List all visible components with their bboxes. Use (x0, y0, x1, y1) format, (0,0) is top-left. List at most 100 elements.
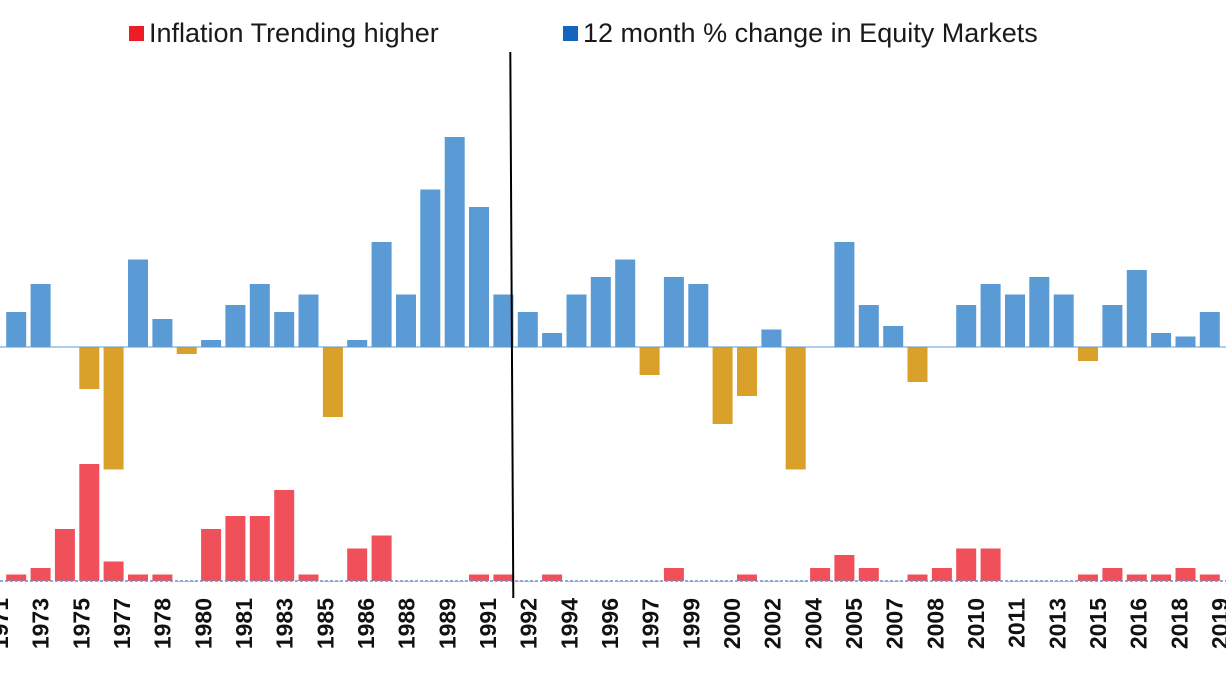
inflation-bar (249, 516, 270, 581)
equity-bar (566, 294, 587, 347)
inflation-bar (810, 568, 831, 581)
equity-bar (249, 284, 270, 347)
inflation-bar (1151, 574, 1172, 581)
inflation-bars-group (6, 464, 1220, 582)
equity-bar (225, 305, 246, 347)
equity-bar (737, 347, 757, 396)
x-tick-label: 1999 (678, 598, 704, 649)
equity-bar (1005, 294, 1025, 347)
inflation-bar (79, 464, 100, 581)
inflation-bar (639, 581, 660, 582)
inflation-bar (225, 516, 246, 581)
inflation-bar (883, 581, 904, 582)
legend-swatch-inflation (129, 26, 144, 41)
x-tick-label: 2011 (1004, 598, 1030, 648)
x-tick-label: 1977 (109, 598, 135, 649)
inflation-bar (737, 574, 757, 581)
inflation-bar (493, 574, 514, 581)
inflation-bar (980, 548, 1001, 581)
inflation-bar (956, 548, 977, 581)
equity-bar (396, 294, 416, 347)
equity-bar (907, 347, 928, 382)
period-divider-line (509, 51, 515, 599)
equity-bar (1199, 312, 1220, 347)
equity-bar (761, 329, 782, 347)
x-tick-label: 2019 (1207, 598, 1226, 649)
x-tick-label: 2008 (922, 598, 948, 649)
x-tick-label: 1991 (475, 598, 501, 649)
x-tick-label: 1973 (28, 598, 54, 649)
x-tick-label: 1992 (516, 598, 542, 649)
equity-bar (517, 312, 538, 347)
legend-item-inflation: Inflation Trending higher (129, 18, 439, 49)
equity-bar (858, 305, 879, 347)
equity-bar (469, 207, 489, 347)
inflation-bar (1175, 568, 1196, 581)
equity-bar (128, 259, 148, 347)
inflation-bar (1078, 574, 1098, 581)
equity-bar (1053, 294, 1074, 347)
inflation-bar (1102, 568, 1123, 581)
equity-bar (347, 340, 368, 347)
x-tick-label: 2005 (841, 598, 867, 649)
x-tick-label: 2007 (882, 598, 908, 649)
equity-bar (1151, 333, 1172, 347)
equity-bar (371, 242, 392, 347)
x-tick-label: 1994 (556, 598, 582, 649)
x-tick-label: 2004 (800, 598, 826, 649)
equity-bar (1102, 305, 1123, 347)
inflation-bar (30, 568, 51, 581)
inflation-bar (103, 561, 124, 581)
inflation-bar (688, 581, 709, 582)
inflation-bar (1029, 581, 1050, 582)
x-tick-label: 1996 (597, 598, 623, 649)
x-tick-label: 1989 (434, 598, 460, 649)
x-tick-label: 1986 (353, 598, 379, 649)
inflation-bar (907, 574, 928, 581)
equity-bar (663, 277, 684, 347)
equity-bar (420, 189, 441, 347)
inflation-bar (931, 568, 952, 581)
equity-bar (274, 312, 295, 347)
inflation-bar (444, 581, 465, 582)
inflation-bar (542, 574, 563, 581)
equity-bar (834, 242, 855, 347)
equity-bar (590, 277, 611, 347)
equity-bar (152, 319, 173, 347)
equity-bar (1078, 347, 1098, 361)
equity-bar (542, 333, 563, 347)
inflation-bar (469, 574, 489, 581)
equity-bar (322, 347, 343, 417)
equity-bar (298, 294, 319, 347)
x-tick-label: 1988 (394, 598, 420, 649)
equity-bar (883, 326, 904, 347)
x-tick-label: 1975 (68, 598, 94, 649)
equity-bar (1029, 277, 1050, 347)
inflation-bar (6, 574, 27, 581)
equity-bar (980, 284, 1001, 347)
inflation-bar (1199, 574, 1220, 581)
inflation-bar (1053, 581, 1074, 582)
x-tick-label: 1997 (638, 598, 664, 649)
x-tick-label: 1978 (150, 598, 176, 649)
equity-bar (1126, 270, 1147, 347)
equity-bar (444, 137, 465, 347)
x-tick-label: 2013 (1044, 598, 1070, 649)
x-tick-label: 2016 (1126, 598, 1152, 649)
equity-bar (785, 347, 806, 470)
x-tick-label: 1985 (312, 598, 338, 649)
x-tick-label: 1983 (272, 598, 298, 649)
legend-label-inflation: Inflation Trending higher (149, 18, 439, 48)
equity-bar (639, 347, 660, 375)
equity-bar (615, 259, 636, 347)
inflation-bar (347, 548, 368, 581)
x-tick-label: 2002 (760, 598, 786, 649)
equity-bar (1175, 336, 1196, 347)
equity-bar (201, 340, 222, 347)
inflation-bar (371, 535, 392, 581)
inflation-bar (274, 490, 295, 581)
inflation-bar (834, 555, 855, 581)
x-tick-label: 2018 (1166, 598, 1192, 649)
x-tick-label: 2015 (1085, 598, 1111, 649)
